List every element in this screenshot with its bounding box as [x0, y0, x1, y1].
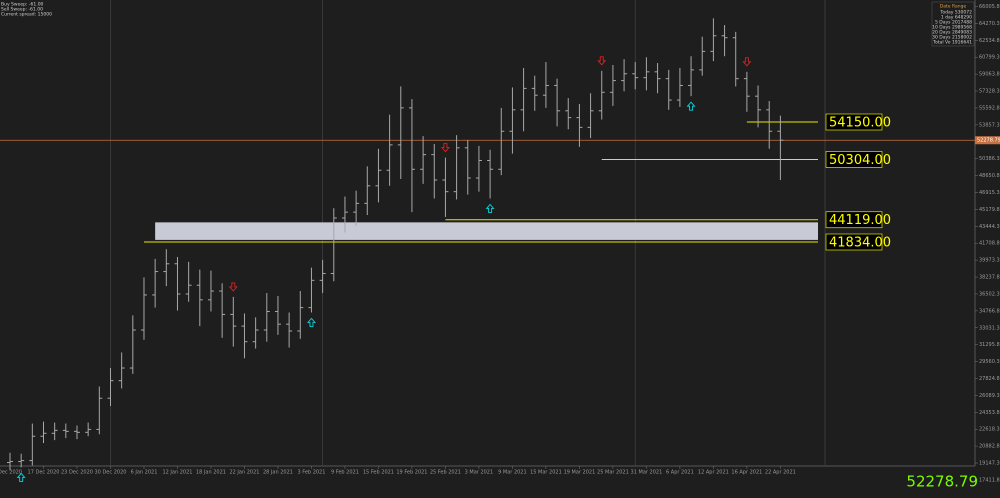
buy-arrow: [306, 317, 316, 327]
x-tick-label: 31 Mar 2021: [631, 470, 663, 476]
y-tick-label: 33031.30: [979, 325, 1000, 331]
info-title: Date Range: [940, 4, 967, 10]
info-row: 30 Days 2158002: [932, 35, 972, 41]
x-tick-label: 19 Mar 2021: [564, 470, 596, 476]
x-tick-label: 30 Dec 2020: [95, 470, 127, 476]
y-tick-label: 66005.80: [979, 4, 1000, 10]
info-box: [931, 1, 975, 47]
y-tick-label: 27824.80: [979, 376, 1000, 382]
y-tick-label: 46915.30: [979, 190, 1000, 196]
buy-arrow: [16, 472, 26, 482]
x-tick-label: 12 Apr 2021: [698, 470, 729, 476]
x-tick-label: 25 Mar 2021: [597, 470, 629, 476]
y-tick-label: 41708.80: [979, 241, 1000, 247]
y-tick-label: 53857.30: [979, 122, 1000, 128]
y-tick-label: 22618.30: [979, 427, 1000, 433]
y-tick-label: 55592.80: [979, 105, 1000, 111]
level-label: 41834.00: [829, 235, 891, 250]
y-tick-label: 57328.30: [979, 89, 1000, 95]
x-tick-label: 6 Apr 2021: [666, 470, 694, 476]
buy-arrow: [485, 203, 495, 213]
x-tick-label: 12 Jan 2021: [162, 470, 192, 476]
y-tick-label: 31295.80: [979, 342, 1000, 348]
x-tick-label: 6 Jan 2021: [131, 470, 158, 476]
x-tick-label: 28 Jan 2021: [263, 470, 293, 476]
y-tick-label: 50386.30: [979, 156, 1000, 162]
level-label: 44119.00: [829, 213, 891, 228]
x-tick-label: 15 Feb 2021: [363, 470, 394, 476]
y-tick-label: 43444.30: [979, 224, 1000, 230]
y-tick-label: 64270.30: [979, 21, 1000, 27]
x-tick-label: 22 Jan 2021: [229, 470, 259, 476]
header-line: Sell Sweep: -61.00: [1, 7, 43, 13]
y-tick-label: 60799.30: [979, 55, 1000, 61]
current-price-axis-label: 52278.79: [977, 138, 1000, 144]
sell-arrow: [440, 143, 450, 153]
y-tick-label: 36502.30: [979, 291, 1000, 297]
level-label-box: [825, 233, 883, 251]
info-row: 5 Days 2017488: [935, 20, 972, 26]
x-tick-label: 17 Dec 2020: [28, 470, 60, 476]
y-tick-label: 17411.80: [979, 477, 1000, 483]
x-tick-label: 18 Jan 2021: [196, 470, 226, 476]
current-price-box: [975, 136, 1000, 145]
y-tick-label: 39973.30: [979, 258, 1000, 264]
x-tick-label: 16 Apr 2021: [731, 470, 762, 476]
x-tick-label: 3 Mar 2021: [465, 470, 494, 476]
x-tick-label: Dec 2020: [0, 470, 22, 476]
x-tick-label: 25 Feb 2021: [430, 470, 461, 476]
current-price-big: 52278.79: [906, 473, 978, 491]
y-tick-label: 24353.80: [979, 410, 1000, 416]
sell-arrow: [742, 57, 752, 67]
info-row: 10 Days 2989568: [932, 25, 972, 31]
info-row: Today 530072: [939, 10, 972, 16]
sell-arrow: [228, 282, 238, 292]
y-tick-label: 26089.30: [979, 393, 1000, 399]
y-tick-label: 59063.80: [979, 72, 1000, 78]
y-tick-label: 45179.80: [979, 207, 1000, 213]
level-label: 54150.00: [829, 116, 891, 131]
x-tick-label: 22 Apr 2021: [765, 470, 796, 476]
zone: [155, 222, 818, 240]
header-line: Current spread: 15000: [1, 12, 52, 18]
level-label-box: [825, 113, 883, 131]
level-label: 50304.00: [829, 153, 891, 168]
level-label-box: [825, 151, 883, 168]
y-tick-label: 19147.30: [979, 461, 1000, 467]
y-tick-label: 20882.80: [979, 444, 1000, 450]
y-tick-label: 62534.80: [979, 38, 1000, 44]
x-tick-label: 9 Mar 2021: [498, 470, 527, 476]
x-tick-label: 3 Feb 2021: [297, 470, 325, 476]
sell-arrow: [597, 56, 607, 66]
x-tick-label: 9 Feb 2021: [331, 470, 359, 476]
y-tick-label: 38237.80: [979, 275, 1000, 281]
buy-arrow: [686, 101, 696, 111]
y-tick-label: 29560.30: [979, 359, 1000, 365]
x-tick-label: 19 Feb 2021: [396, 470, 427, 476]
y-tick-label: 48650.80: [979, 173, 1000, 179]
y-tick-label: 34766.80: [979, 308, 1000, 314]
info-row: 1 day 648290: [941, 15, 972, 21]
x-tick-label: 15 Mar 2021: [530, 470, 562, 476]
x-tick-label: 23 Dec 2020: [61, 470, 93, 476]
info-row: 20 Days 2849083: [932, 30, 972, 36]
level-label-box: [825, 211, 883, 229]
info-row: Total Vo 1916641: [932, 40, 972, 46]
header-line: Buy Sweep: -61.00: [1, 2, 44, 8]
